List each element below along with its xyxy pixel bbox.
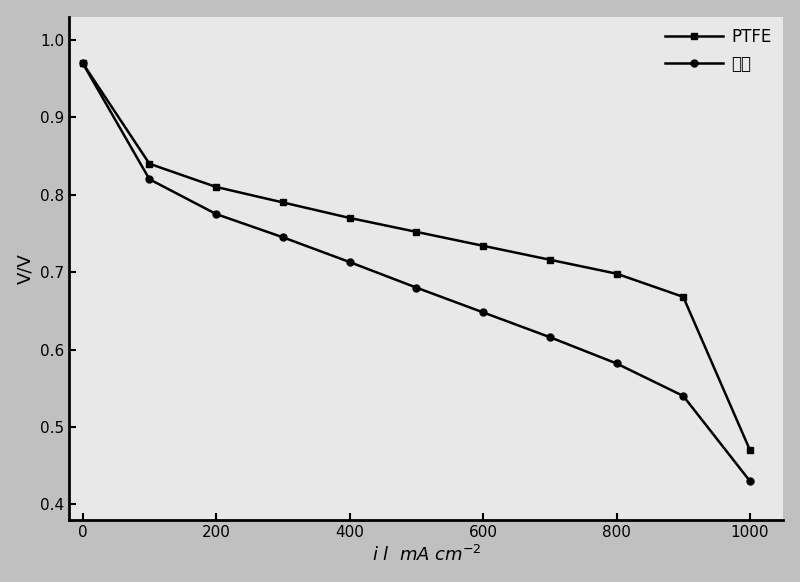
PTFE — [78, 59, 87, 66]
素水 — [545, 333, 554, 340]
素水 — [211, 211, 221, 218]
Line: PTFE: PTFE — [79, 59, 754, 453]
素水 — [612, 360, 622, 367]
PTFE — [145, 160, 154, 167]
PTFE — [345, 214, 354, 221]
PTFE — [411, 228, 421, 235]
PTFE — [278, 199, 288, 206]
PTFE — [211, 183, 221, 190]
PTFE — [612, 270, 622, 277]
PTFE — [678, 293, 688, 300]
PTFE — [745, 446, 754, 453]
PTFE — [478, 242, 488, 249]
X-axis label: $i$ $l$  mA cm$^{-2}$: $i$ $l$ mA cm$^{-2}$ — [371, 545, 481, 565]
Legend: PTFE, 素水: PTFE, 素水 — [658, 22, 778, 79]
素水 — [678, 392, 688, 399]
素水 — [411, 284, 421, 291]
素水 — [345, 258, 354, 265]
PTFE — [545, 256, 554, 263]
素水 — [278, 234, 288, 241]
素水 — [478, 309, 488, 316]
素水 — [145, 176, 154, 183]
Y-axis label: V/V: V/V — [17, 253, 34, 283]
Line: 素水: 素水 — [79, 59, 754, 485]
素水 — [78, 59, 87, 66]
素水 — [745, 478, 754, 485]
